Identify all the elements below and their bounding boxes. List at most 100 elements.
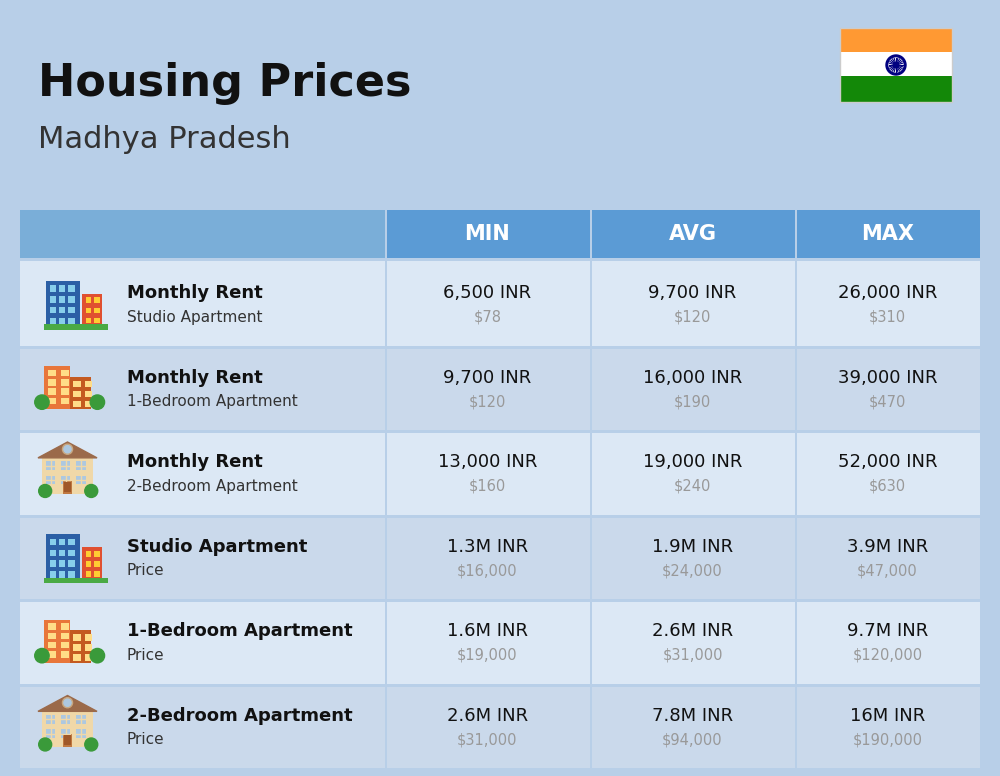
Bar: [61, 729, 70, 738]
Bar: [61, 369, 69, 376]
Bar: [590, 430, 592, 514]
Circle shape: [62, 698, 73, 708]
Text: 16,000 INR: 16,000 INR: [643, 369, 742, 386]
Bar: [76, 715, 86, 723]
Bar: [50, 539, 56, 546]
Circle shape: [886, 55, 906, 75]
Polygon shape: [38, 695, 97, 712]
Text: 1.3M INR: 1.3M INR: [447, 538, 528, 556]
Text: Price: Price: [127, 648, 165, 663]
Bar: [50, 549, 56, 556]
Bar: [94, 317, 100, 324]
Bar: [46, 729, 55, 738]
Text: $24,000: $24,000: [662, 563, 723, 578]
Bar: [795, 261, 797, 345]
Bar: [59, 571, 65, 577]
Bar: [41, 657, 43, 663]
Bar: [64, 482, 71, 492]
Text: AVG: AVG: [668, 224, 716, 244]
Text: $120,000: $120,000: [852, 648, 923, 663]
Bar: [20, 210, 980, 258]
Bar: [46, 462, 55, 470]
Bar: [20, 768, 980, 771]
Bar: [48, 398, 56, 404]
Text: Monthly Rent: Monthly Rent: [127, 369, 263, 386]
Bar: [96, 404, 99, 410]
Bar: [840, 76, 952, 102]
Bar: [68, 317, 75, 324]
Bar: [20, 261, 980, 345]
Bar: [20, 684, 980, 687]
Text: 2.6M INR: 2.6M INR: [652, 622, 733, 640]
Bar: [59, 286, 65, 292]
Bar: [44, 324, 108, 330]
Text: $19,000: $19,000: [457, 648, 518, 663]
Text: MIN: MIN: [465, 224, 510, 244]
Bar: [85, 380, 92, 387]
Bar: [59, 549, 65, 556]
Bar: [63, 734, 72, 747]
Bar: [73, 390, 81, 397]
Bar: [86, 297, 91, 303]
Text: $120: $120: [469, 394, 506, 409]
Bar: [61, 632, 69, 639]
Circle shape: [90, 649, 105, 663]
Bar: [840, 52, 952, 76]
Bar: [840, 28, 952, 102]
Bar: [590, 684, 592, 768]
Text: 1-Bedroom Apartment: 1-Bedroom Apartment: [127, 622, 353, 640]
Text: $31,000: $31,000: [662, 648, 723, 663]
Bar: [85, 390, 92, 397]
Bar: [385, 345, 387, 430]
Bar: [59, 560, 65, 566]
Text: Monthly Rent: Monthly Rent: [127, 284, 263, 302]
Bar: [73, 644, 81, 650]
Text: $78: $78: [474, 310, 502, 324]
Bar: [76, 476, 86, 484]
Bar: [48, 369, 56, 376]
Bar: [50, 307, 56, 314]
Bar: [20, 345, 980, 430]
Text: $240: $240: [674, 479, 711, 494]
Circle shape: [62, 444, 73, 454]
Bar: [20, 430, 980, 433]
Bar: [840, 28, 952, 52]
Text: $120: $120: [674, 310, 711, 324]
Bar: [795, 430, 797, 514]
Bar: [20, 684, 980, 768]
Bar: [48, 632, 56, 639]
Bar: [85, 644, 92, 650]
Text: 9,700 INR: 9,700 INR: [648, 284, 737, 302]
Bar: [76, 729, 86, 738]
Bar: [68, 296, 75, 303]
Text: 6,500 INR: 6,500 INR: [443, 284, 532, 302]
Bar: [795, 210, 797, 258]
Bar: [42, 712, 93, 747]
Text: 9,700 INR: 9,700 INR: [443, 369, 532, 386]
Bar: [94, 297, 100, 303]
Bar: [86, 561, 91, 566]
Text: Madhya Pradesh: Madhya Pradesh: [38, 125, 291, 154]
Circle shape: [85, 738, 98, 751]
Bar: [590, 345, 592, 430]
Bar: [86, 307, 91, 314]
Bar: [44, 366, 70, 410]
Bar: [85, 400, 92, 407]
Circle shape: [889, 58, 903, 72]
Circle shape: [64, 445, 71, 453]
Text: 13,000 INR: 13,000 INR: [438, 453, 537, 471]
Bar: [795, 599, 797, 684]
Bar: [48, 389, 56, 395]
Text: 39,000 INR: 39,000 INR: [838, 369, 937, 386]
Bar: [70, 630, 91, 663]
Text: 19,000 INR: 19,000 INR: [643, 453, 742, 471]
Bar: [590, 514, 592, 599]
Bar: [50, 317, 56, 324]
Text: Price: Price: [127, 563, 165, 578]
Bar: [96, 657, 99, 663]
Bar: [385, 599, 387, 684]
Bar: [50, 571, 56, 577]
Bar: [85, 654, 92, 660]
Bar: [44, 577, 108, 584]
Text: $47,000: $47,000: [857, 563, 918, 578]
